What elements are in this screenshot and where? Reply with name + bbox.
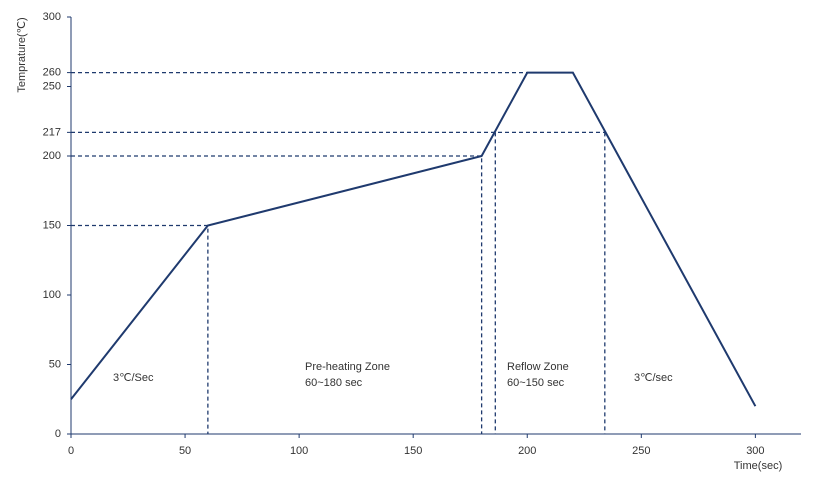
guide-line: [71, 155, 483, 434]
annotation: 3℃/Sec: [113, 372, 154, 384]
y-axis-label: Temprature(℃): [16, 17, 28, 92]
profile-line: [70, 71, 757, 407]
annotation: 60~150 sec: [507, 377, 565, 389]
y-tick-label: 300: [43, 11, 61, 23]
guide-line: [71, 224, 209, 434]
y-tick-label: 217: [43, 126, 61, 138]
y-tick-label: 260: [43, 67, 61, 79]
x-tick-label: 300: [746, 445, 764, 457]
y-tick-label: 50: [49, 358, 61, 370]
annotation: 3℃/sec: [634, 372, 673, 384]
y-tick-label: 250: [43, 80, 61, 92]
y-tick-label: 100: [43, 289, 61, 301]
y-tick-label: 200: [43, 150, 61, 162]
annotation: Pre-heating Zone: [305, 361, 390, 373]
y-tick-label: 150: [43, 219, 61, 231]
annotation: Reflow Zone: [507, 361, 569, 373]
annotation: 60~180 sec: [305, 377, 363, 389]
x-tick-label: 200: [518, 445, 536, 457]
x-tick-label: 100: [290, 445, 308, 457]
x-tick-label: 150: [404, 445, 422, 457]
x-axis-label: Time(sec): [734, 460, 782, 472]
x-tick-label: 50: [179, 445, 191, 457]
x-tick-label: 250: [632, 445, 650, 457]
y-tick-label: 0: [55, 428, 61, 440]
x-tick-label: 0: [68, 445, 74, 457]
